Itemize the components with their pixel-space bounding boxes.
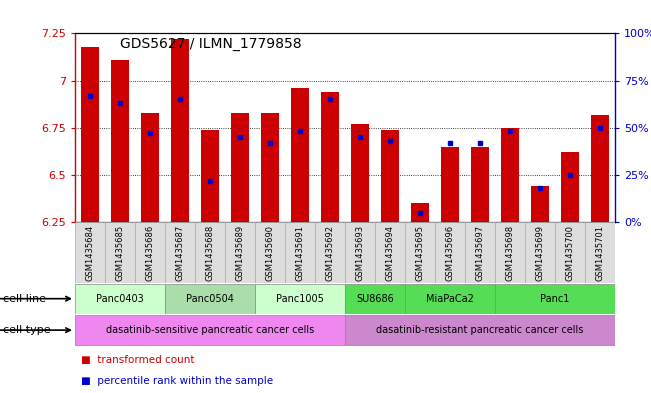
- Text: GSM1435698: GSM1435698: [506, 225, 515, 281]
- Text: GSM1435699: GSM1435699: [536, 225, 545, 281]
- Bar: [591, 114, 609, 222]
- Bar: [285, 222, 315, 283]
- Bar: [585, 222, 615, 283]
- Text: GSM1435685: GSM1435685: [115, 225, 124, 281]
- Text: Panc0403: Panc0403: [96, 294, 144, 304]
- Bar: [345, 284, 405, 314]
- Bar: [555, 222, 585, 283]
- Text: GSM1435692: GSM1435692: [326, 225, 335, 281]
- Text: ■  transformed count: ■ transformed count: [81, 355, 195, 365]
- Bar: [81, 47, 99, 222]
- Bar: [531, 186, 549, 222]
- Bar: [525, 222, 555, 283]
- Bar: [75, 284, 165, 314]
- Bar: [345, 222, 375, 283]
- Text: GSM1435691: GSM1435691: [296, 225, 305, 281]
- Bar: [105, 222, 135, 283]
- Text: dasatinib-resistant pancreatic cancer cells: dasatinib-resistant pancreatic cancer ce…: [376, 325, 584, 335]
- Bar: [405, 284, 495, 314]
- Text: GSM1435696: GSM1435696: [445, 225, 454, 281]
- Text: GSM1435686: GSM1435686: [145, 225, 154, 281]
- Text: GSM1435695: GSM1435695: [415, 225, 424, 281]
- Bar: [411, 203, 429, 222]
- Bar: [375, 222, 405, 283]
- Bar: [435, 222, 465, 283]
- Bar: [291, 88, 309, 222]
- Bar: [441, 147, 459, 222]
- Text: GSM1435688: GSM1435688: [206, 225, 214, 281]
- Bar: [501, 128, 519, 222]
- Bar: [321, 92, 339, 222]
- Bar: [255, 222, 285, 283]
- Text: cell line: cell line: [3, 294, 46, 304]
- Bar: [495, 284, 615, 314]
- Text: MiaPaCa2: MiaPaCa2: [426, 294, 474, 304]
- Text: cell type: cell type: [3, 325, 51, 335]
- Bar: [195, 222, 225, 283]
- Bar: [561, 152, 579, 222]
- Text: dasatinib-sensitive pancreatic cancer cells: dasatinib-sensitive pancreatic cancer ce…: [106, 325, 314, 335]
- Text: Panc1: Panc1: [540, 294, 570, 304]
- Text: GSM1435694: GSM1435694: [385, 225, 395, 281]
- Bar: [231, 113, 249, 222]
- Text: GSM1435693: GSM1435693: [355, 225, 365, 281]
- Text: Panc0504: Panc0504: [186, 294, 234, 304]
- Bar: [261, 113, 279, 222]
- Bar: [171, 39, 189, 222]
- Bar: [201, 130, 219, 222]
- Text: GDS5627 / ILMN_1779858: GDS5627 / ILMN_1779858: [120, 37, 302, 51]
- Text: SU8686: SU8686: [356, 294, 394, 304]
- Bar: [495, 222, 525, 283]
- Text: GSM1435701: GSM1435701: [596, 225, 605, 281]
- Bar: [255, 284, 345, 314]
- Bar: [165, 222, 195, 283]
- Bar: [225, 222, 255, 283]
- Bar: [165, 284, 255, 314]
- Text: GSM1435700: GSM1435700: [566, 225, 575, 281]
- Text: GSM1435690: GSM1435690: [266, 225, 275, 281]
- Text: GSM1435697: GSM1435697: [476, 225, 484, 281]
- Text: GSM1435687: GSM1435687: [175, 225, 184, 281]
- Bar: [345, 315, 615, 345]
- Bar: [111, 60, 129, 222]
- Bar: [135, 222, 165, 283]
- Bar: [381, 130, 399, 222]
- Bar: [75, 315, 345, 345]
- Bar: [465, 222, 495, 283]
- Text: GSM1435684: GSM1435684: [85, 225, 94, 281]
- Text: Panc1005: Panc1005: [276, 294, 324, 304]
- Bar: [75, 222, 105, 283]
- Bar: [405, 222, 435, 283]
- Bar: [351, 124, 369, 222]
- Bar: [471, 147, 489, 222]
- Bar: [315, 222, 345, 283]
- Text: ■  percentile rank within the sample: ■ percentile rank within the sample: [81, 376, 273, 386]
- Bar: [141, 113, 159, 222]
- Text: GSM1435689: GSM1435689: [236, 225, 245, 281]
